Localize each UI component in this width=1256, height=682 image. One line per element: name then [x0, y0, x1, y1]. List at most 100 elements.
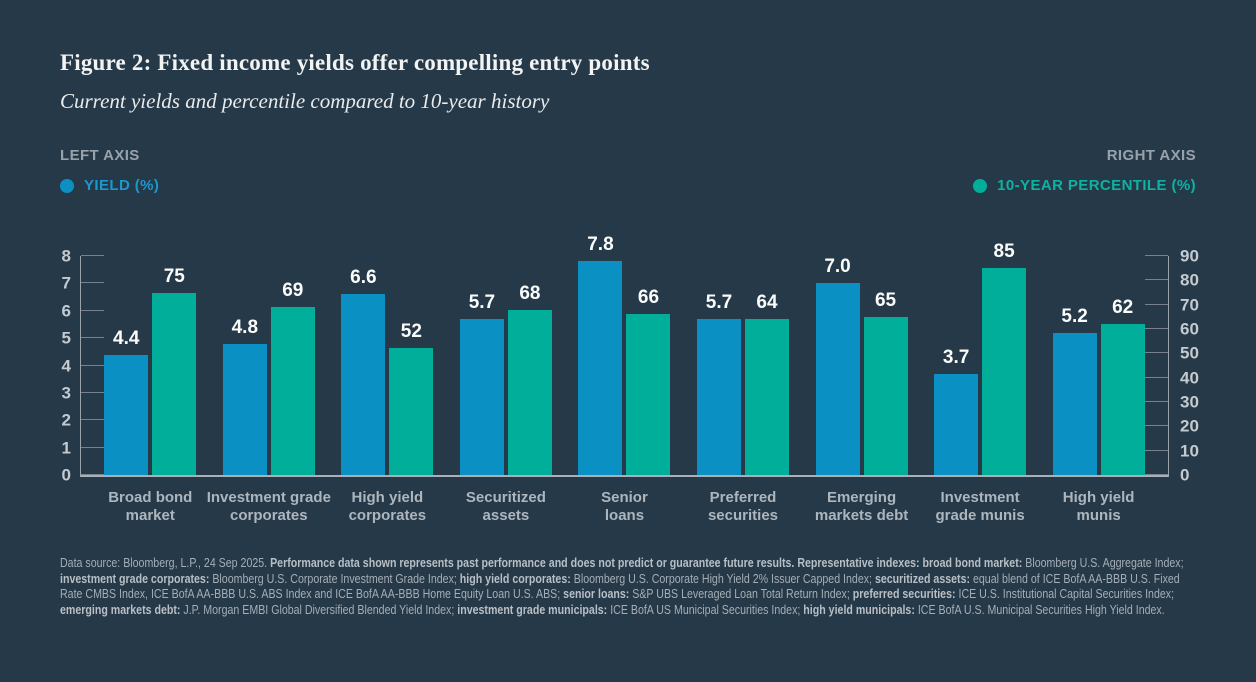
bar-group-investment-grade-munis: 3.7 85 Investment grade munis — [934, 241, 1027, 524]
yield-bar-preferred-securities: 5.7 — [697, 292, 741, 475]
yield-legend-dot-icon — [60, 178, 74, 193]
yield-bar-investment-grade-munis: 3.7 — [934, 347, 979, 475]
dual-axis-bar-chart: 4.4 75 Broad bond market 4.8 69 Investment gr… — [60, 234, 1199, 524]
percentile-value-label: 85 — [993, 241, 1015, 263]
left-axis-tick — [81, 337, 104, 339]
footnote-bold-segment: high yield corporates: — [459, 571, 574, 586]
footnote-segment: ICE BofA U.S. Municipal Securities High … — [917, 602, 1165, 617]
bar-group-senior-loans: 7.8 66 Senior loans — [578, 234, 671, 524]
bar-group-preferred-securities: 5.7 64 Preferred securities — [697, 256, 789, 524]
percentile-bar-investment-grade-corporates: 69 — [270, 280, 315, 475]
left-axis-tick — [81, 419, 104, 421]
footnote-segment: Data source: Bloomberg, L.P., 24 Sep 202… — [60, 556, 271, 570]
left-axis-tick — [81, 391, 104, 393]
percentile-bar-high-yield-corporates: 52 — [389, 321, 434, 475]
yield-value-label: 5.2 — [1061, 305, 1088, 327]
percentile-bar-investment-grade-munis: 85 — [982, 241, 1027, 475]
footnote-bold-segment: securitized assets: — [874, 571, 973, 586]
percentile-bar-broad-bond-market: 75 — [152, 266, 197, 475]
yield-value-label: 6.6 — [350, 267, 377, 289]
footnote-bold-segment: investment grade municipals: — [457, 602, 611, 617]
yield-bar-securitized-assets: 5.7 — [459, 292, 504, 475]
bar-group-broad-bond-market: 4.4 75 Broad bond market — [104, 256, 197, 524]
legend-percentile: 10-YEAR PERCENTILE (%) — [973, 177, 1196, 194]
right-axis-tick — [1145, 401, 1168, 403]
left-axis-tick-label: 6 — [61, 301, 71, 321]
yield-bar-emerging-markets-debt: 7.0 — [815, 256, 860, 475]
category-label-senior-loans: Senior loans — [601, 489, 648, 524]
percentile-value-label: 75 — [163, 265, 185, 287]
percentile-legend-dot-icon — [973, 178, 988, 193]
footnote-bold-segment: Performance data shown represents past p… — [270, 556, 1026, 570]
right-axis-tick-label: 20 — [1180, 416, 1199, 436]
footnote-segment: ICE U.S. Institutional Capital Securitie… — [958, 587, 1175, 601]
footnote-bold-segment: senior loans: — [563, 587, 633, 601]
footnote-bold-segment: preferred securities: — [852, 587, 959, 601]
footnote-segment: equal blend of ICE BofA AA-BBB U.S. Fixe… — [60, 571, 1180, 602]
right-axis-tick — [1145, 303, 1168, 305]
right-axis-heading: RIGHT AXIS — [1106, 147, 1196, 164]
percentile-legend-label: 10-YEAR PERCENTILE (%) — [997, 177, 1196, 194]
left-axis-tick-label: 8 — [61, 246, 71, 266]
yield-bar-high-yield-corporates: 6.6 — [341, 267, 386, 475]
percentile-value-label: 64 — [756, 292, 778, 314]
bar-group-investment-grade-corporates: 4.8 69 Investment grade corporates — [207, 256, 331, 524]
footnote-segment: S&P UBS Leveraged Loan Total Return Inde… — [632, 587, 853, 601]
yield-bar-senior-loans: 7.8 — [578, 234, 623, 475]
right-axis-tick — [1145, 352, 1168, 354]
right-axis-tick-label: 80 — [1180, 270, 1199, 290]
left-axis-tick-label: 0 — [61, 465, 71, 485]
left-axis-heading: LEFT AXIS — [60, 147, 140, 164]
yield-value-label: 4.8 — [231, 316, 259, 338]
percentile-bar-senior-loans: 66 — [626, 287, 671, 475]
yield-value-label: 3.7 — [942, 346, 970, 368]
percentile-value-label: 66 — [637, 287, 660, 309]
right-axis-tick-label: 40 — [1180, 368, 1199, 388]
right-axis-tick-label: 70 — [1180, 295, 1199, 315]
yield-value-label: 7.8 — [587, 234, 614, 256]
footnote-segment: Bloomberg U.S. Aggregate Index; — [1025, 556, 1184, 570]
footnote-segment: Bloomberg U.S. Corporate High Yield 2% I… — [573, 571, 875, 586]
category-label-investment-grade-munis: Investment grade munis — [935, 489, 1025, 524]
yield-bar-investment-grade-corporates: 4.8 — [222, 317, 267, 475]
yield-bar-broad-bond-market: 4.4 — [104, 328, 149, 475]
yield-value-label: 5.7 — [468, 291, 496, 313]
category-label-securitized-assets: Securitized assets — [465, 489, 546, 524]
percentile-bar-high-yield-munis: 62 — [1100, 297, 1145, 475]
footnote-bold-segment: high yield municipals: — [803, 602, 918, 617]
left-axis-tick-label: 5 — [61, 328, 71, 348]
right-axis-tick — [1145, 449, 1168, 451]
category-label-preferred-securities: Preferred securities — [707, 489, 779, 524]
right-axis-tick-label: 10 — [1180, 441, 1199, 461]
yield-value-label: 5.7 — [705, 291, 733, 313]
left-axis-tick — [81, 364, 104, 366]
plot-area: 4.4 75 Broad bond market 4.8 69 Investment gr… — [62, 234, 1199, 524]
footnote-segment: ICE BofA US Municipal Securities Index; — [610, 602, 804, 617]
page-title: Figure 2: Fixed income yields offer comp… — [60, 50, 650, 75]
yield-value-label: 7.0 — [824, 256, 851, 278]
left-axis-tick-label: 4 — [61, 356, 71, 375]
footnote: Data source: Bloomberg, L.P., 24 Sep 202… — [60, 556, 1196, 618]
footnote-bold-segment: emerging markets debt: — [60, 602, 184, 617]
left-axis-tick-label: 1 — [61, 438, 71, 458]
right-axis-tick-label: 30 — [1180, 392, 1199, 412]
right-axis-tick — [1145, 425, 1168, 427]
bar-group-emerging-markets-debt: 7.0 65 Emerging markets debt — [815, 256, 908, 524]
legend-yield: YIELD (%) — [60, 177, 159, 194]
footnote-segment: J.P. Morgan EMBI Global Diversified Blen… — [183, 602, 458, 617]
left-axis-tick-label: 7 — [61, 273, 71, 293]
category-label-emerging-markets-debt: Emerging markets debt — [814, 489, 909, 524]
left-axis-tick — [81, 282, 104, 284]
right-axis-tick — [1145, 255, 1168, 256]
bar-group-high-yield-corporates: 6.6 52 High yield corporates — [341, 256, 434, 524]
percentile-value-label: 69 — [282, 280, 304, 302]
right-axis-tick-label: 90 — [1180, 246, 1199, 266]
percentile-value-label: 68 — [519, 282, 541, 304]
footnote-bold-segment: investment grade corporates: — [60, 571, 213, 586]
page-subtitle: Current yields and percentile compared t… — [60, 89, 550, 113]
category-label-high-yield-corporates: High yield corporates — [348, 489, 427, 524]
bar-group-securitized-assets: 5.7 68 Securitized assets — [459, 256, 552, 524]
yield-value-label: 4.4 — [113, 327, 140, 349]
bar-group-high-yield-munis: 5.2 62 High yield munis — [1052, 256, 1145, 524]
percentile-value-label: 62 — [1112, 297, 1134, 319]
